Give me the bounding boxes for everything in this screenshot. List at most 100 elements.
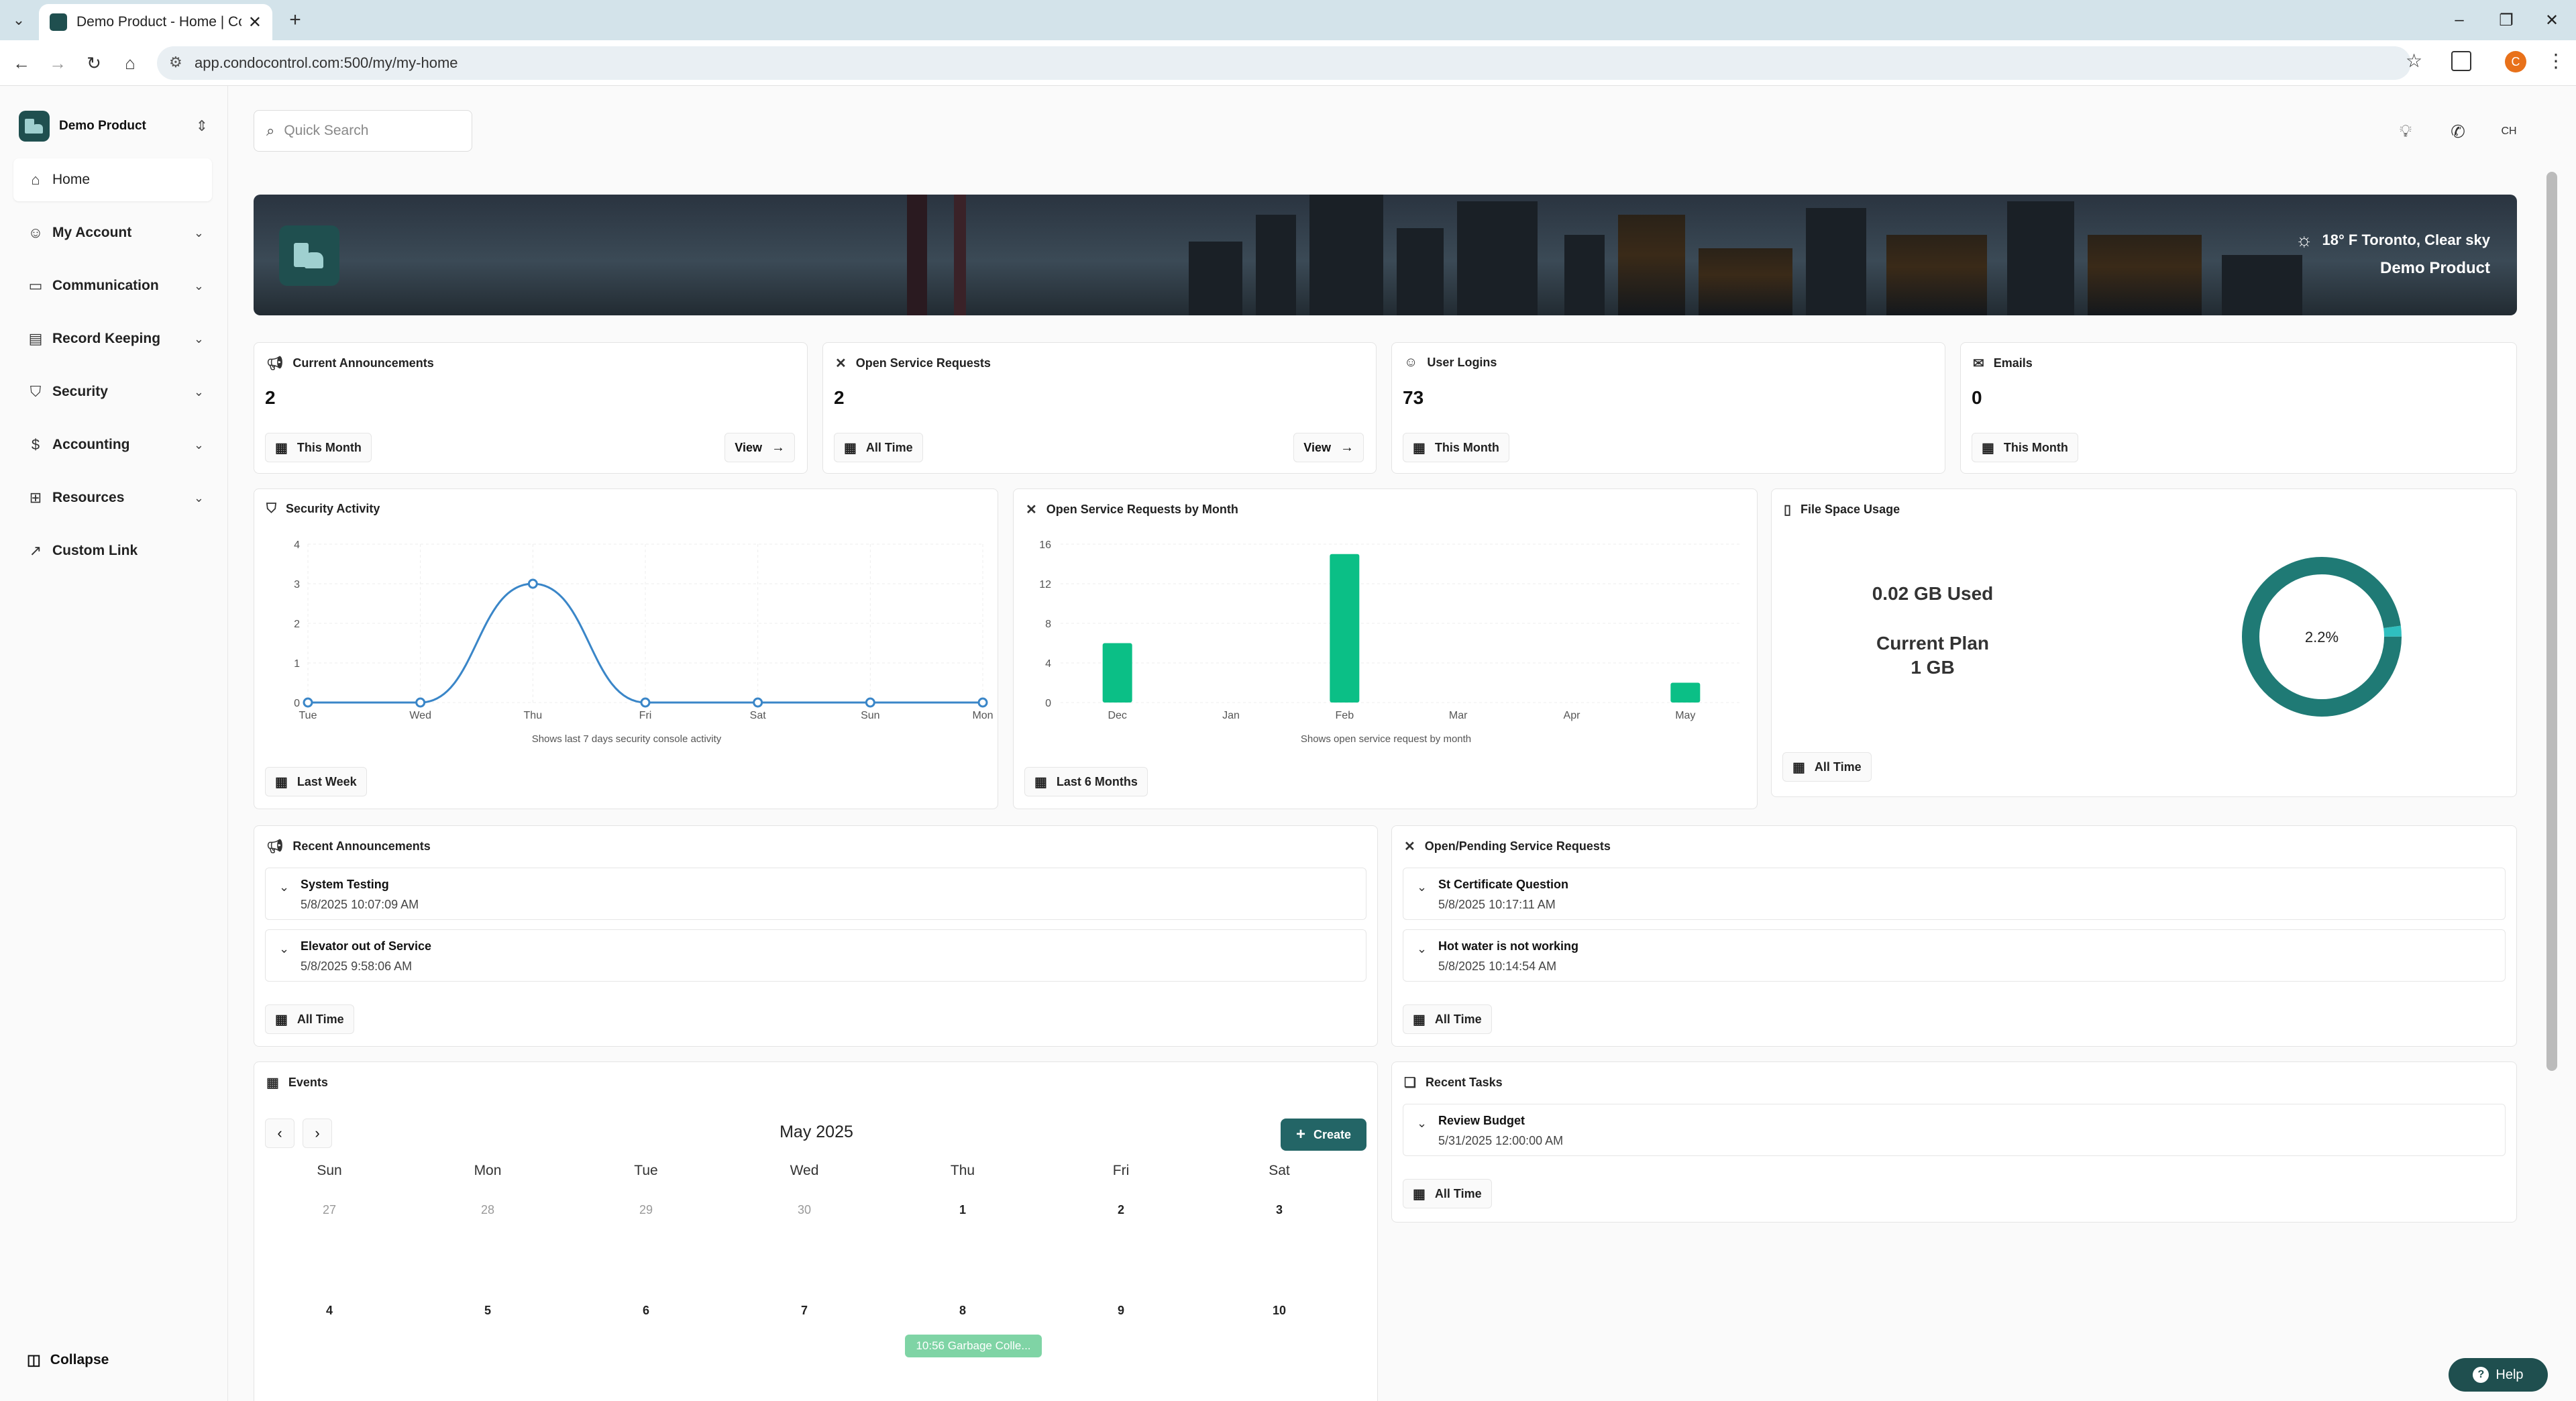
service-requests-by-month-card: ✕ Open Service Requests by Month 0 4 8 12 16 D… — [1013, 488, 1758, 809]
sidebar-item-label: Accounting — [52, 437, 130, 452]
calendar-day[interactable]: 30 — [797, 1203, 812, 1216]
search-icon: ⌕ — [266, 122, 275, 139]
collapse-button[interactable]: ◫ Collapse — [27, 1351, 109, 1369]
file-icon: ▯ — [1784, 503, 1792, 517]
phone-icon[interactable]: ✆ — [2451, 121, 2465, 142]
announcement-item[interactable]: ⌄ System Testing 5/8/2025 10:07:09 AM — [265, 868, 1366, 920]
sidebar-item-my-account[interactable]: ☺ My Account ⌄ — [13, 211, 212, 254]
calendar-icon: ▦ — [266, 1076, 279, 1090]
sidebar-item-communication[interactable]: ▭ Communication ⌄ — [13, 264, 212, 307]
url-text: app.condocontrol.com:500/my/my-home — [195, 54, 458, 71]
calendar-day[interactable]: 8 — [959, 1304, 966, 1317]
extensions-icon[interactable] — [2451, 51, 2471, 71]
y-tick-label: 8 — [1045, 619, 1051, 630]
announcement-item[interactable]: ⌄ Elevator out of Service 5/8/2025 9:58:… — [265, 929, 1366, 982]
x-tick-label: Fri — [639, 710, 652, 721]
data-point — [977, 697, 988, 708]
bookmark-star-icon[interactable]: ☆ — [2406, 50, 2423, 71]
service-request-item[interactable]: ⌄ St Certificate Question 5/8/2025 10:17… — [1403, 868, 2506, 920]
home-browser-icon[interactable]: ⌂ — [125, 52, 136, 73]
site-settings-icon[interactable]: ⚙ — [169, 54, 182, 70]
sidebar-item-custom-link[interactable]: ↗ Custom Link — [13, 529, 212, 572]
org-switcher[interactable]: Demo Product ⇕ — [19, 107, 208, 145]
service-request-item[interactable]: ⌄ Hot water is not working 5/8/2025 10:1… — [1403, 929, 2506, 982]
sidebar-item-home[interactable]: ⌂ Home — [13, 158, 212, 201]
building-logo-icon — [279, 225, 339, 286]
new-tab-icon[interactable]: + — [289, 9, 301, 31]
period-filter[interactable]: ▦ Last Week — [265, 767, 367, 796]
back-icon[interactable]: ← — [13, 52, 30, 73]
calendar-day[interactable]: 28 — [480, 1203, 495, 1216]
calendar-day[interactable]: 5 — [484, 1304, 491, 1317]
item-title: Review Budget — [1438, 1114, 1525, 1127]
period-filter[interactable]: ▦ All Time — [834, 433, 923, 462]
calendar-day[interactable]: 1 — [959, 1203, 966, 1216]
sidebar-item-accounting[interactable]: $ Accounting ⌄ — [13, 423, 212, 466]
x-tick-label: May — [1675, 710, 1695, 721]
close-window-icon[interactable]: ✕ — [2544, 11, 2559, 30]
period-filter[interactable]: ▦ All Time — [265, 1004, 354, 1034]
card-title: User Logins — [1427, 356, 1497, 369]
tab-search-icon[interactable]: ⌄ — [12, 11, 25, 28]
reload-icon[interactable]: ↻ — [87, 52, 101, 73]
lightbulb-icon[interactable]: 💡︎ — [2399, 121, 2412, 141]
help-button[interactable]: ? Help — [2449, 1358, 2548, 1392]
calendar-day[interactable]: 2 — [1117, 1203, 1124, 1216]
browser-tab[interactable]: Demo Product - Home | Condo ✕ — [39, 4, 272, 40]
plus-icon: + — [1295, 1125, 1305, 1143]
period-filter[interactable]: ▦ This Month — [1972, 433, 2078, 462]
data-point — [753, 697, 763, 708]
browser-tab-strip: ⌄ Demo Product - Home | Condo ✕ + – ❐ ✕ — [0, 0, 2576, 40]
sidebar-item-record-keeping[interactable]: ▤ Record Keeping ⌄ — [13, 317, 212, 360]
search-input[interactable]: ⌕ Quick Search — [254, 110, 472, 152]
period-filter[interactable]: ▦ This Month — [265, 433, 372, 462]
close-tab-icon[interactable]: ✕ — [248, 13, 262, 32]
next-month-button[interactable]: › — [303, 1119, 332, 1148]
user-icon: ☺ — [28, 224, 44, 241]
x-tick-label: Feb — [1336, 710, 1354, 721]
calendar-day[interactable]: 29 — [639, 1203, 653, 1216]
period-filter[interactable]: ▦ This Month — [1403, 433, 1509, 462]
period-filter[interactable]: ▦ Last 6 Months — [1024, 767, 1148, 796]
item-date: 5/8/2025 10:07:09 AM — [301, 898, 419, 911]
calendar-day[interactable]: 27 — [322, 1203, 337, 1216]
address-bar[interactable]: ⚙ app.condocontrol.com:500/my/my-home — [157, 46, 2411, 80]
banner-product-name: Demo Product — [2379, 259, 2490, 277]
view-button[interactable]: View → — [1293, 433, 1364, 462]
calendar-day[interactable]: 4 — [325, 1304, 333, 1317]
task-item[interactable]: ⌄ Review Budget 5/31/2025 12:00:00 AM — [1403, 1104, 2506, 1156]
period-filter[interactable]: ▦ All Time — [1403, 1179, 1492, 1208]
calendar-day[interactable]: 7 — [800, 1304, 808, 1317]
stat-value: 73 — [1403, 387, 1424, 408]
calendar-icon: ▦ — [1034, 774, 1047, 790]
chevron-down-icon: ⌄ — [193, 331, 204, 346]
minimize-icon[interactable]: – — [2455, 11, 2464, 29]
view-button[interactable]: View → — [724, 433, 795, 462]
restore-icon[interactable]: ❐ — [2499, 11, 2514, 30]
sidebar: Demo Product ⇕ ⌂ Home ☺ My Account ⌄ ▭ C… — [0, 86, 228, 1401]
megaphone-icon: 📢︎ — [266, 356, 284, 371]
user-avatar[interactable]: CH — [2501, 125, 2517, 137]
profile-avatar[interactable]: C — [2505, 51, 2526, 72]
create-event-button[interactable]: + Create — [1281, 1119, 1366, 1151]
view-label: View — [1303, 440, 1331, 454]
sidebar-item-resources[interactable]: ⊞ Resources ⌄ — [13, 476, 212, 519]
page-scrollbar[interactable] — [2546, 172, 2557, 1071]
browser-menu-icon[interactable]: ⋮ — [2546, 50, 2565, 71]
folder-icon: ▤ — [28, 330, 43, 347]
calendar-day[interactable]: 10 — [1272, 1304, 1287, 1317]
sidebar-item-security[interactable]: ⛉ Security ⌄ — [13, 370, 212, 413]
calendar-day[interactable]: 9 — [1117, 1304, 1124, 1317]
period-filter[interactable]: ▦ All Time — [1782, 752, 1872, 782]
period-filter[interactable]: ▦ All Time — [1403, 1004, 1492, 1034]
card-title: Open/Pending Service Requests — [1424, 839, 1611, 853]
calendar-event[interactable]: 10:56 Garbage Colle... — [905, 1335, 1042, 1357]
period-label: This Month — [2003, 440, 2068, 454]
calendar-day[interactable]: 6 — [642, 1304, 649, 1317]
bar — [1670, 682, 1701, 703]
calendar-day[interactable]: 3 — [1275, 1203, 1283, 1216]
chart-caption: Shows last 7 days security console activ… — [531, 733, 722, 745]
card-title: Recent Tasks — [1425, 1076, 1503, 1089]
forward-icon[interactable]: → — [49, 52, 66, 73]
prev-month-button[interactable]: ‹ — [265, 1119, 294, 1148]
